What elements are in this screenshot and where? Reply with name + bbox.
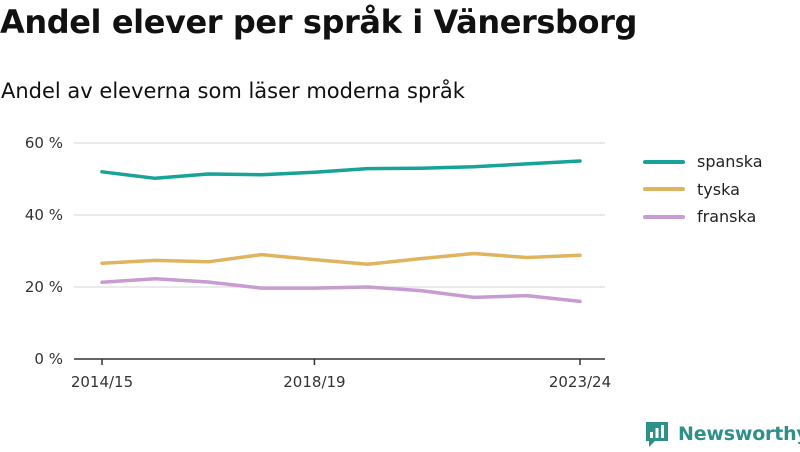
y-tick-label: 20 % xyxy=(25,278,63,296)
x-tick-label: 2014/15 xyxy=(71,373,133,391)
brand-name: Newsworthy xyxy=(678,423,800,445)
y-tick-label: 40 % xyxy=(25,206,63,224)
chart-subtitle: Andel av eleverna som läser moderna språ… xyxy=(1,79,465,103)
newsworthy-chart-icon xyxy=(644,420,670,448)
legend-label: tyska xyxy=(697,179,740,199)
chart-title: Andel elever per språk i Vänersborg xyxy=(0,3,638,41)
legend-label: spanska xyxy=(697,152,763,172)
series-line-spanska xyxy=(100,159,582,181)
legend-label: franska xyxy=(697,207,757,227)
brand-logo[interactable]: Newsworthy xyxy=(644,420,800,448)
legend-item-spanska[interactable]: spanska xyxy=(643,148,793,176)
legend-swatch xyxy=(643,187,685,192)
series-line-tyska xyxy=(100,251,582,267)
legend-item-tyska[interactable]: tyska xyxy=(643,176,793,204)
line-chart: 0 % 20 % 40 % 60 % 2014/15 2018/19 2023/24 xyxy=(25,134,611,391)
legend-item-franska[interactable]: franska xyxy=(643,203,793,231)
legend-swatch xyxy=(643,159,685,164)
y-tick-label: 0 % xyxy=(34,350,63,368)
series-line-franska xyxy=(100,276,582,304)
x-tick-label: 2018/19 xyxy=(283,373,345,391)
chart-legend: spanska tyska franska xyxy=(643,148,793,231)
legend-swatch xyxy=(643,214,685,219)
x-tick-label: 2023/24 xyxy=(549,373,611,391)
y-tick-label: 60 % xyxy=(25,134,63,152)
